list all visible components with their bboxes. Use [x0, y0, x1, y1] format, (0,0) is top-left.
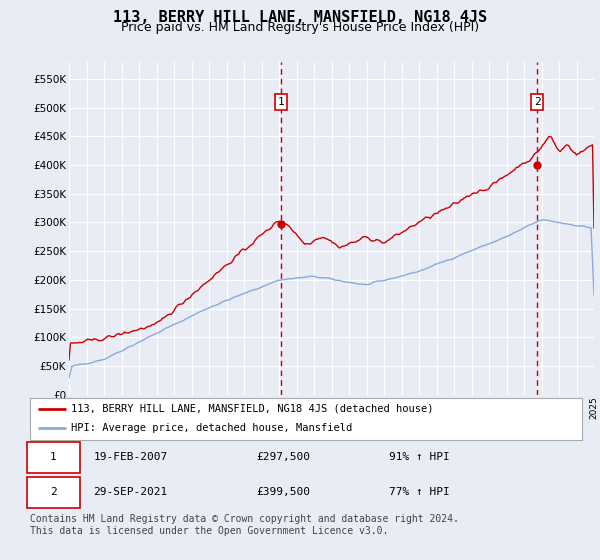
- FancyBboxPatch shape: [27, 442, 80, 473]
- Text: 113, BERRY HILL LANE, MANSFIELD, NG18 4JS: 113, BERRY HILL LANE, MANSFIELD, NG18 4J…: [113, 10, 487, 25]
- Text: 113, BERRY HILL LANE, MANSFIELD, NG18 4JS (detached house): 113, BERRY HILL LANE, MANSFIELD, NG18 4J…: [71, 404, 434, 414]
- Text: 19-FEB-2007: 19-FEB-2007: [94, 452, 168, 462]
- Text: 2: 2: [534, 97, 541, 107]
- Text: 1: 1: [50, 452, 57, 462]
- Text: 1: 1: [278, 97, 284, 107]
- FancyBboxPatch shape: [27, 477, 80, 507]
- Text: £297,500: £297,500: [256, 452, 310, 462]
- Text: 77% ↑ HPI: 77% ↑ HPI: [389, 487, 449, 497]
- Text: HPI: Average price, detached house, Mansfield: HPI: Average price, detached house, Mans…: [71, 423, 353, 433]
- Text: 29-SEP-2021: 29-SEP-2021: [94, 487, 168, 497]
- Text: Contains HM Land Registry data © Crown copyright and database right 2024.
This d: Contains HM Land Registry data © Crown c…: [30, 514, 459, 536]
- Text: 2: 2: [50, 487, 57, 497]
- Text: Price paid vs. HM Land Registry's House Price Index (HPI): Price paid vs. HM Land Registry's House …: [121, 21, 479, 34]
- Text: 91% ↑ HPI: 91% ↑ HPI: [389, 452, 449, 462]
- Text: £399,500: £399,500: [256, 487, 310, 497]
